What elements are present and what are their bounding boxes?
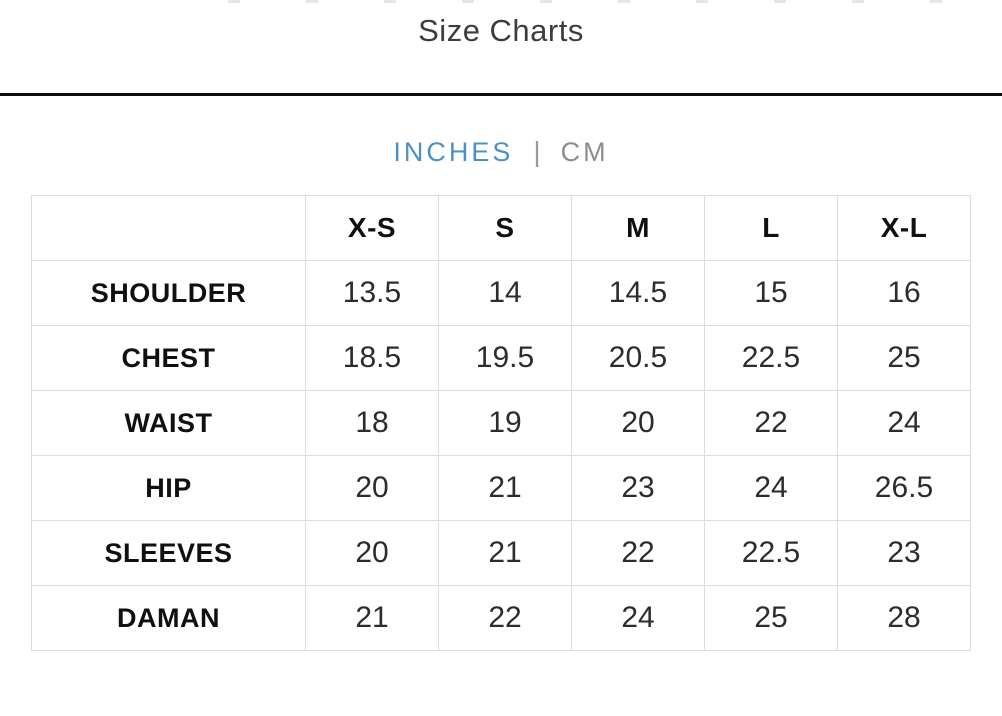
header-cell-l: L	[704, 195, 838, 261]
cropped-text-artifact	[228, 0, 998, 3]
cell-hip-xs: 20	[305, 455, 439, 521]
row-label-chest: CHEST	[31, 325, 306, 391]
row-label-daman: DAMAN	[31, 585, 306, 651]
cell-daman-xs: 21	[305, 585, 439, 651]
table-row-sleeves: SLEEVES 20 21 22 22.5 23	[31, 520, 971, 586]
table-header-row: X-S S M L X-L	[31, 195, 971, 261]
cell-shoulder-xl: 16	[837, 260, 971, 326]
cell-waist-s: 19	[438, 390, 572, 456]
cell-chest-m: 20.5	[571, 325, 705, 391]
header-cell-blank	[31, 195, 306, 261]
size-chart-table: X-S S M L X-L SHOULDER 13.5 14 14.5 15 1…	[31, 195, 971, 651]
row-label-sleeves: SLEEVES	[31, 520, 306, 586]
cell-chest-l: 22.5	[704, 325, 838, 391]
header-cell-xl: X-L	[837, 195, 971, 261]
cell-sleeves-s: 21	[438, 520, 572, 586]
table-row-waist: WAIST 18 19 20 22 24	[31, 390, 971, 456]
header-cell-m: M	[571, 195, 705, 261]
cell-chest-xs: 18.5	[305, 325, 439, 391]
cell-daman-m: 24	[571, 585, 705, 651]
cell-waist-xs: 18	[305, 390, 439, 456]
cell-hip-s: 21	[438, 455, 572, 521]
page-title: Size Charts	[418, 13, 584, 48]
table-row-daman: DAMAN 21 22 24 25 28	[31, 585, 971, 651]
title-divider-rule	[0, 93, 1002, 96]
cell-waist-xl: 24	[837, 390, 971, 456]
cell-sleeves-xs: 20	[305, 520, 439, 586]
header-cell-s: S	[438, 195, 572, 261]
cell-waist-m: 20	[571, 390, 705, 456]
cell-waist-l: 22	[704, 390, 838, 456]
unit-toggle-separator: |	[533, 136, 541, 167]
table-row-hip: HIP 20 21 23 24 26.5	[31, 455, 971, 521]
row-label-hip: HIP	[31, 455, 306, 521]
unit-toggle: INCHES | CM	[0, 136, 1002, 168]
unit-option-inches[interactable]: INCHES	[393, 136, 514, 167]
cell-hip-l: 24	[704, 455, 838, 521]
cell-chest-s: 19.5	[438, 325, 572, 391]
cell-hip-m: 23	[571, 455, 705, 521]
cell-sleeves-l: 22.5	[704, 520, 838, 586]
table-row-shoulder: SHOULDER 13.5 14 14.5 15 16	[31, 260, 971, 326]
cell-shoulder-xs: 13.5	[305, 260, 439, 326]
cell-sleeves-m: 22	[571, 520, 705, 586]
cell-daman-l: 25	[704, 585, 838, 651]
header-cell-xs: X-S	[305, 195, 439, 261]
cell-hip-xl: 26.5	[837, 455, 971, 521]
cell-shoulder-s: 14	[438, 260, 572, 326]
cell-shoulder-m: 14.5	[571, 260, 705, 326]
cell-shoulder-l: 15	[704, 260, 838, 326]
cell-sleeves-xl: 23	[837, 520, 971, 586]
cell-daman-xl: 28	[837, 585, 971, 651]
row-label-shoulder: SHOULDER	[31, 260, 306, 326]
table-row-chest: CHEST 18.5 19.5 20.5 22.5 25	[31, 325, 971, 391]
unit-option-cm[interactable]: CM	[560, 136, 609, 167]
cell-daman-s: 22	[438, 585, 572, 651]
cell-chest-xl: 25	[837, 325, 971, 391]
row-label-waist: WAIST	[31, 390, 306, 456]
